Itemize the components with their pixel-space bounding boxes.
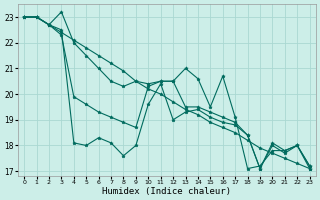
X-axis label: Humidex (Indice chaleur): Humidex (Indice chaleur) bbox=[102, 187, 231, 196]
